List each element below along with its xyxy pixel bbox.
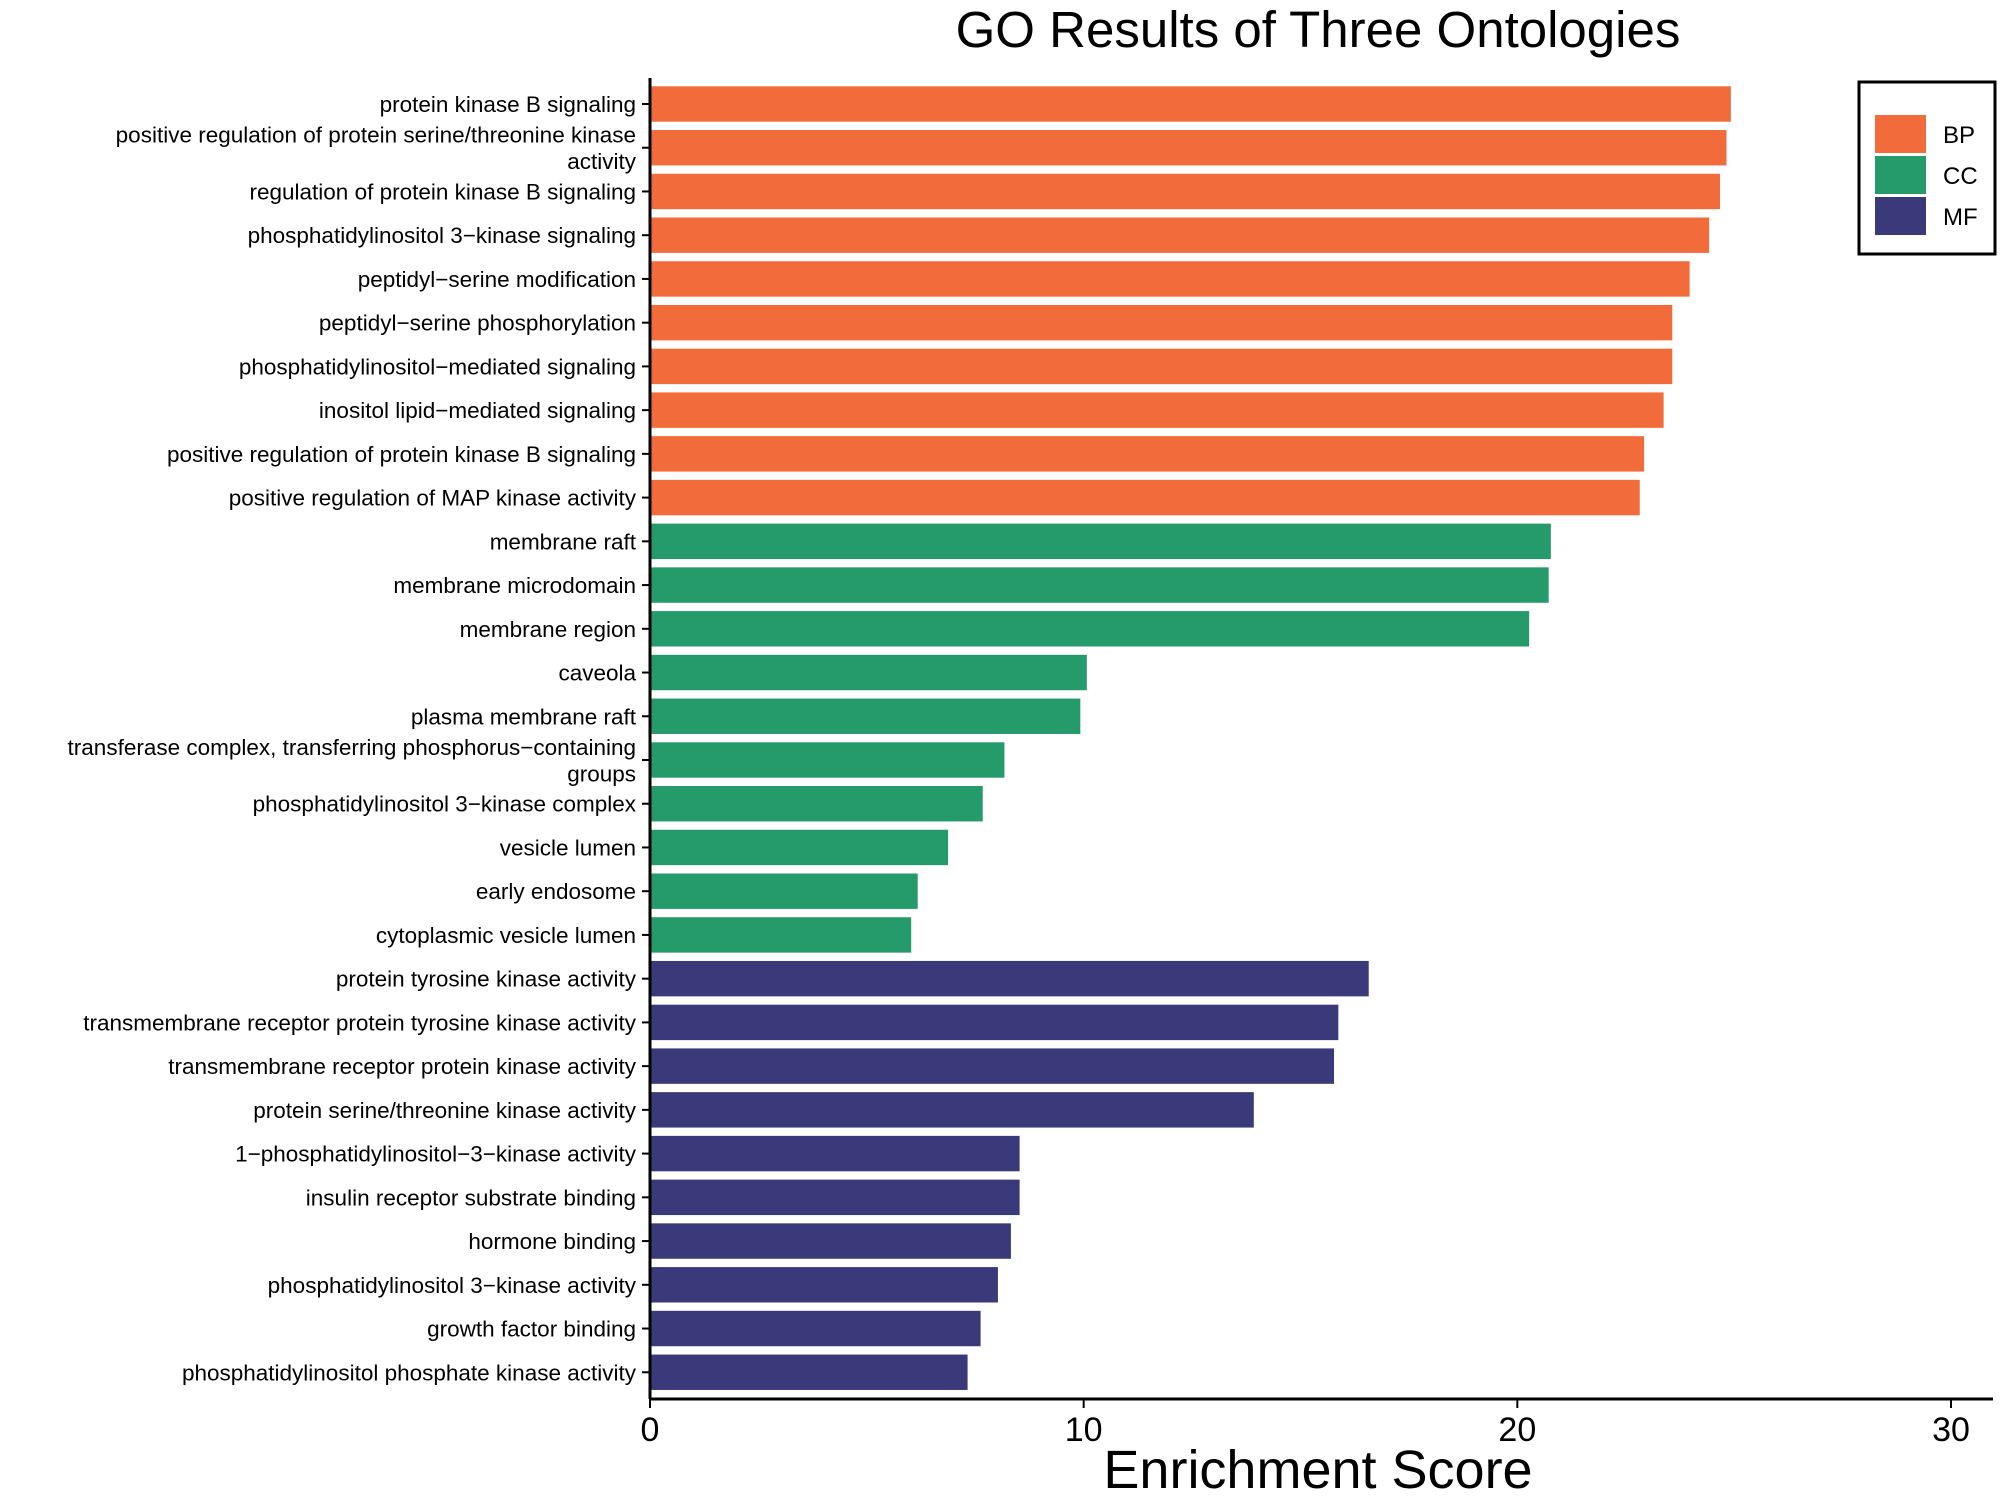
category-label: hormone binding <box>468 1229 636 1254</box>
category-label: vesicle lumen <box>500 835 636 860</box>
bar-bp <box>651 130 1727 166</box>
bar-cc <box>651 786 983 822</box>
bar-bp <box>651 436 1645 472</box>
category-label: positive regulation of protein kinase B … <box>167 442 636 467</box>
bar-mf <box>651 1048 1335 1084</box>
bar-mf <box>651 1267 998 1303</box>
category-label: transmembrane receptor protein tyrosine … <box>83 1010 636 1035</box>
bar-bp <box>651 304 1673 341</box>
bar-cc <box>651 829 949 866</box>
category-label: groups <box>567 761 636 786</box>
category-label: membrane raft <box>490 529 637 554</box>
bar-bp <box>651 217 1710 253</box>
category-label: 1−phosphatidylinositol−3−kinase activity <box>235 1142 637 1167</box>
bar-mf <box>651 1092 1254 1128</box>
category-label: transferase complex, transferring phosph… <box>68 735 636 760</box>
bar-cc <box>651 567 1549 603</box>
bar-mf <box>651 1135 1020 1172</box>
bars-layer <box>651 86 1731 1390</box>
bar-bp <box>651 392 1664 428</box>
category-label: caveola <box>558 661 636 686</box>
legend-swatch-cc <box>1875 156 1926 194</box>
bar-bp <box>651 261 1690 297</box>
category-label: plasma membrane raft <box>411 704 637 729</box>
bar-cc <box>651 742 1005 778</box>
category-label: cytoplasmic vesicle lumen <box>376 923 636 948</box>
category-label: protein serine/threonine kinase activity <box>253 1098 636 1123</box>
x-ticks: 0 10 20 30 <box>641 1399 1970 1449</box>
bar-cc <box>651 698 1081 734</box>
x-tick-label: 0 <box>641 1411 660 1449</box>
bar-mf <box>651 1223 1011 1259</box>
bar-mf <box>651 1354 968 1390</box>
category-label: protein kinase B signaling <box>380 92 636 117</box>
legend-swatch-bp <box>1875 115 1926 153</box>
category-label: membrane region <box>460 617 636 642</box>
category-labels: protein kinase B signaling positive regul… <box>68 92 650 1385</box>
category-label: peptidyl−serine modification <box>358 267 636 292</box>
category-label: regulation of protein kinase B signaling <box>250 179 637 204</box>
category-label: phosphatidylinositol phosphate kinase ac… <box>182 1360 637 1385</box>
bar-bp <box>651 479 1640 516</box>
x-tick-label: 20 <box>1498 1411 1536 1449</box>
x-axis-label: Enrichment Score <box>1103 1440 1532 1500</box>
bar-cc <box>651 873 918 909</box>
bar-bp <box>651 348 1673 385</box>
legend-swatch-mf <box>1875 197 1926 235</box>
bar-mf <box>651 1004 1339 1041</box>
bar-cc <box>651 611 1530 647</box>
bar-cc <box>651 917 912 953</box>
legend-label-bp: BP <box>1943 122 1975 149</box>
bar-mf <box>651 960 1369 997</box>
bar-bp <box>651 86 1731 122</box>
category-label: transmembrane receptor protein kinase ac… <box>168 1054 636 1079</box>
x-tick-label: 30 <box>1932 1411 1970 1449</box>
category-label: membrane microdomain <box>393 573 636 598</box>
category-label: phosphatidylinositol 3−kinase signaling <box>248 223 636 248</box>
bar-mf <box>651 1179 1020 1216</box>
bar-cc <box>651 523 1551 560</box>
category-label: early endosome <box>476 879 636 904</box>
legend-label-cc: CC <box>1943 163 1978 190</box>
x-tick-label: 10 <box>1065 1411 1103 1449</box>
chart-title: GO Results of Three Ontologies <box>956 1 1681 58</box>
category-label: positive regulation of protein serine/th… <box>116 122 636 147</box>
category-label: peptidyl−serine phosphorylation <box>319 311 636 336</box>
category-label: phosphatidylinositol 3−kinase activity <box>268 1273 637 1298</box>
bar-cc <box>651 654 1087 691</box>
bar-mf <box>651 1310 981 1347</box>
bar-bp <box>651 173 1720 210</box>
legend: BP CC MF <box>1857 80 1997 256</box>
category-label: phosphatidylinositol−mediated signaling <box>239 354 636 379</box>
category-label: positive regulation of MAP kinase activi… <box>229 486 637 511</box>
legend-label-mf: MF <box>1943 204 1978 231</box>
category-label: insulin receptor substrate binding <box>306 1185 636 1210</box>
category-label: growth factor binding <box>427 1317 636 1342</box>
category-label: activity <box>567 149 637 174</box>
category-label: phosphatidylinositol 3−kinase complex <box>253 792 637 817</box>
category-label: inositol lipid−mediated signaling <box>319 398 636 423</box>
category-label: protein tyrosine kinase activity <box>336 967 637 992</box>
